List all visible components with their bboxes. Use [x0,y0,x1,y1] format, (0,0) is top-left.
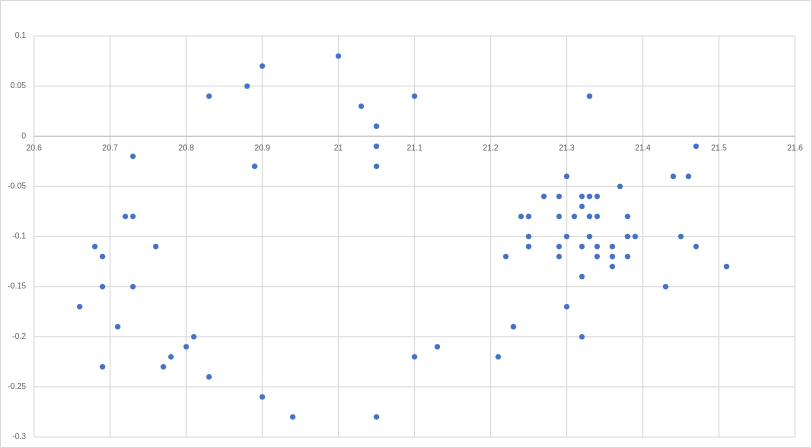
point [510,323,517,330]
point [76,303,83,310]
point [563,233,570,240]
point [556,253,562,260]
point [289,414,296,420]
x-tick-label: 20.6 [26,143,42,152]
y-tick-label: -0.2 [12,332,26,341]
point [130,213,136,220]
point [122,213,129,220]
point [335,53,342,59]
point [579,273,585,280]
point [617,183,623,190]
point [373,123,380,130]
point [685,173,692,180]
y-tick-label: -0.1 [12,232,26,241]
point [114,323,121,330]
point [168,354,174,360]
point [434,343,441,350]
point [662,283,669,290]
point [503,253,509,260]
x-tick-label: 21.3 [559,143,575,152]
point [99,253,106,260]
point [556,193,562,200]
point [579,193,585,200]
point [130,153,136,160]
x-tick-label: 21.5 [711,143,727,152]
point [594,243,600,250]
point [183,343,189,350]
point [579,203,585,210]
point [191,333,197,340]
y-tick-label: -0.25 [8,382,27,391]
point [358,103,365,109]
y-tick-label: 0 [22,131,27,140]
point [563,173,570,180]
point [586,193,593,200]
x-tick-label: 20.9 [255,143,271,152]
point [594,213,600,220]
x-tick-label: 21.4 [635,143,651,152]
x-tick-label: 20.8 [178,143,194,152]
point [373,143,380,150]
point [152,243,159,250]
point [586,233,593,240]
point [244,83,250,89]
point [259,394,266,400]
point [160,364,167,370]
x-tick-label: 21.6 [787,143,803,152]
point [579,243,585,250]
point [563,303,570,310]
point [495,354,502,360]
point [586,93,593,99]
y-tick-label: -0.15 [8,282,27,291]
x-tick-label: 21 [334,143,343,152]
point [411,354,418,360]
point [556,213,562,220]
y-tick-label: 0.05 [10,81,26,90]
point [632,233,638,240]
point [525,213,532,220]
point [373,414,380,420]
point [624,213,631,220]
point [206,93,212,99]
point [525,243,532,250]
point [206,374,212,380]
point [678,233,684,240]
point [541,193,547,200]
point [411,93,418,99]
point [594,253,600,260]
point [373,163,380,170]
point [723,263,730,270]
point [609,243,616,250]
point [571,213,578,220]
point [670,173,677,180]
point [130,283,136,290]
point [624,253,631,260]
point [624,233,631,240]
point [99,364,106,370]
x-tick-label: 21.2 [483,143,499,152]
x-tick-label: 20.7 [102,143,118,152]
point [609,253,616,260]
point [518,213,524,220]
y-tick-label: 0.1 [15,31,27,40]
point [609,263,616,270]
point [693,243,699,250]
point [525,233,532,240]
y-tick-label: -0.05 [8,181,27,190]
point [92,243,98,250]
point [556,243,562,250]
point [99,283,106,290]
x-tick-label: 21.1 [407,143,423,152]
point [579,333,585,340]
point [594,193,600,200]
point [251,163,258,170]
y-tick-label: -0.3 [12,432,26,441]
point [586,213,593,220]
point [693,143,699,150]
point [259,63,266,69]
